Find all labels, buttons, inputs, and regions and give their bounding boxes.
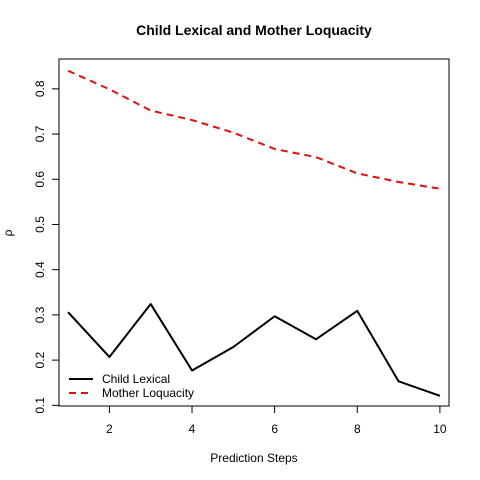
y-tick-label: 0.5: [33, 216, 47, 233]
y-tick-label: 0.8: [33, 80, 47, 97]
x-axis: 2 4 6 8 10: [106, 405, 447, 436]
x-tick-label: 2: [106, 422, 113, 436]
series-line-mother-loquacity: [67, 69, 441, 190]
series-layer: [67, 69, 441, 397]
x-tick-label: 4: [189, 422, 196, 436]
y-tick-label: 0.2: [33, 351, 47, 368]
y-tick-label: 0.1: [33, 397, 47, 414]
x-tick-label: 10: [433, 422, 447, 436]
x-tick-label: 6: [271, 422, 278, 436]
legend-label-child-lexical: Child Lexical: [102, 372, 170, 386]
chart-title: Child Lexical and Mother Loquacity: [136, 22, 372, 38]
y-tick-label: 0.7: [33, 125, 47, 142]
legend-label-mother-loquacity: Mother Loquacity: [102, 386, 194, 400]
y-axis-label: ρ: [1, 229, 15, 236]
series-line-child-lexical: [67, 303, 441, 397]
y-axis: 0.1 0.2 0.3 0.4 0.5 0.6 0.7 0.8: [33, 80, 60, 414]
y-tick-label: 0.4: [33, 261, 47, 278]
y-tick-label: 0.6: [33, 171, 47, 188]
y-tick-label: 0.3: [33, 306, 47, 323]
x-axis-label: Prediction Steps: [210, 451, 297, 465]
x-tick-label: 8: [354, 422, 361, 436]
